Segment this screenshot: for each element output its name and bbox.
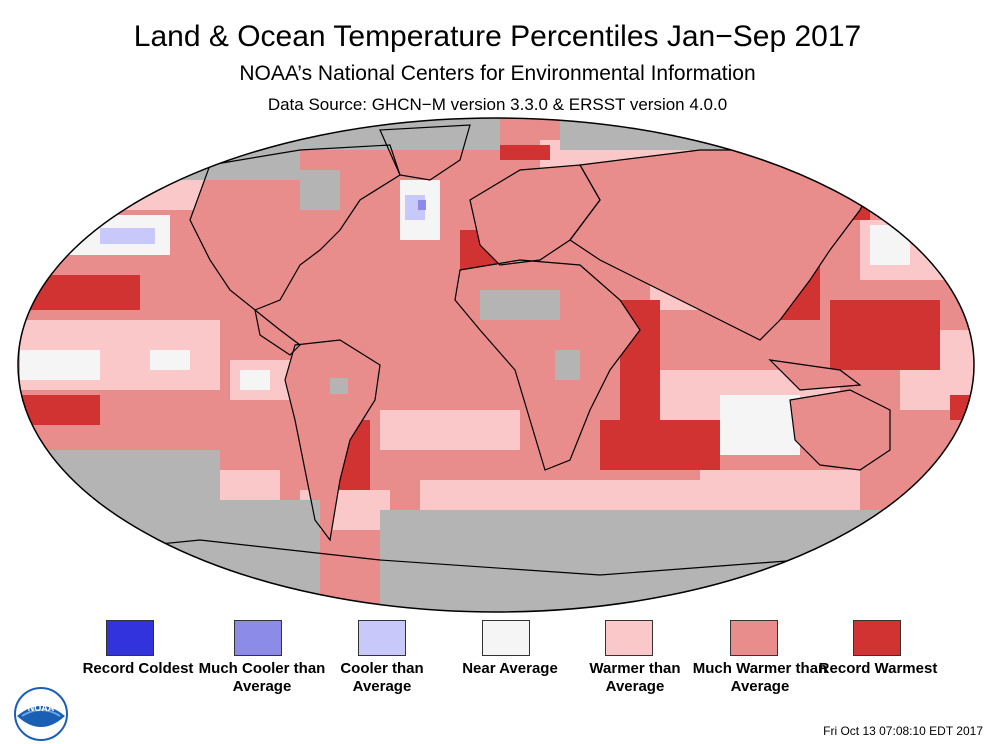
legend-label-warmer: Warmer than Average: [589, 660, 681, 695]
map-subtitle: NOAA’s National Centers for Environmenta…: [239, 62, 756, 85]
legend-swatch-warmer: [605, 620, 653, 656]
map-cells: [18, 118, 974, 612]
legend-label-record-coldest: Record Coldest: [82, 660, 194, 677]
legend-label-near-average: Near Average: [462, 660, 558, 677]
legend-swatch-much-cooler: [234, 620, 282, 656]
legend-swatch-near-average: [482, 620, 530, 656]
legend-swatch-record-warmest: [853, 620, 901, 656]
timestamp: Fri Oct 13 07:08:10 EDT 2017: [823, 724, 983, 738]
noaa-logo: NOAA: [14, 687, 68, 741]
globe-outline: [17, 117, 975, 613]
legend-swatch-cooler: [358, 620, 406, 656]
legend-swatch-much-warmer: [730, 620, 778, 656]
legend-label-record-warmest: Record Warmest: [818, 660, 938, 677]
legend-label-much-warmer: Much Warmer than Average: [692, 660, 828, 695]
europe: [470, 165, 600, 265]
asia: [570, 150, 880, 340]
australia: [790, 390, 890, 470]
legend-label-cooler: Cooler than Average: [340, 660, 424, 695]
much-cooler-regions: [418, 200, 426, 210]
logo-text: NOAA: [28, 703, 55, 713]
south-america: [285, 340, 380, 540]
north-america: [190, 145, 400, 310]
legend-label-much-cooler: Much Cooler than Average: [198, 660, 326, 695]
map-title: Land & Ocean Temperature Percentiles Jan…: [133, 20, 862, 53]
data-source: Data Source: GHCN−M version 3.3.0 & ERSS…: [267, 95, 728, 114]
legend-swatch-record-coldest: [106, 620, 154, 656]
near-average-regions: [20, 180, 910, 455]
central-america: [255, 310, 300, 355]
